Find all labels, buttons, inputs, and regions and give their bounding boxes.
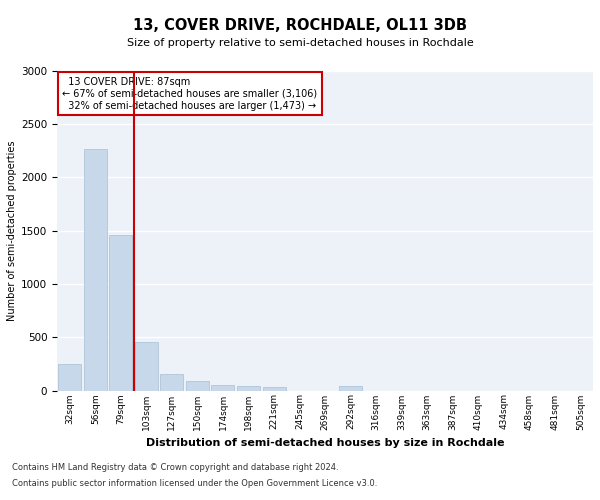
Bar: [237, 386, 260, 390]
Bar: [135, 342, 158, 390]
Text: Contains HM Land Registry data © Crown copyright and database right 2024.: Contains HM Land Registry data © Crown c…: [12, 464, 338, 472]
Y-axis label: Number of semi-detached properties: Number of semi-detached properties: [7, 140, 17, 321]
Bar: [211, 384, 235, 390]
Bar: [186, 381, 209, 390]
X-axis label: Distribution of semi-detached houses by size in Rochdale: Distribution of semi-detached houses by …: [146, 438, 505, 448]
Text: Contains public sector information licensed under the Open Government Licence v3: Contains public sector information licen…: [12, 478, 377, 488]
Text: 13, COVER DRIVE, ROCHDALE, OL11 3DB: 13, COVER DRIVE, ROCHDALE, OL11 3DB: [133, 18, 467, 32]
Bar: [263, 387, 286, 390]
Bar: [109, 235, 133, 390]
Bar: [84, 148, 107, 390]
Bar: [58, 364, 82, 390]
Bar: [160, 374, 184, 390]
Text: 13 COVER DRIVE: 87sqm
← 67% of semi-detached houses are smaller (3,106)
  32% of: 13 COVER DRIVE: 87sqm ← 67% of semi-deta…: [62, 78, 317, 110]
Text: Size of property relative to semi-detached houses in Rochdale: Size of property relative to semi-detach…: [127, 38, 473, 48]
Bar: [339, 386, 362, 390]
